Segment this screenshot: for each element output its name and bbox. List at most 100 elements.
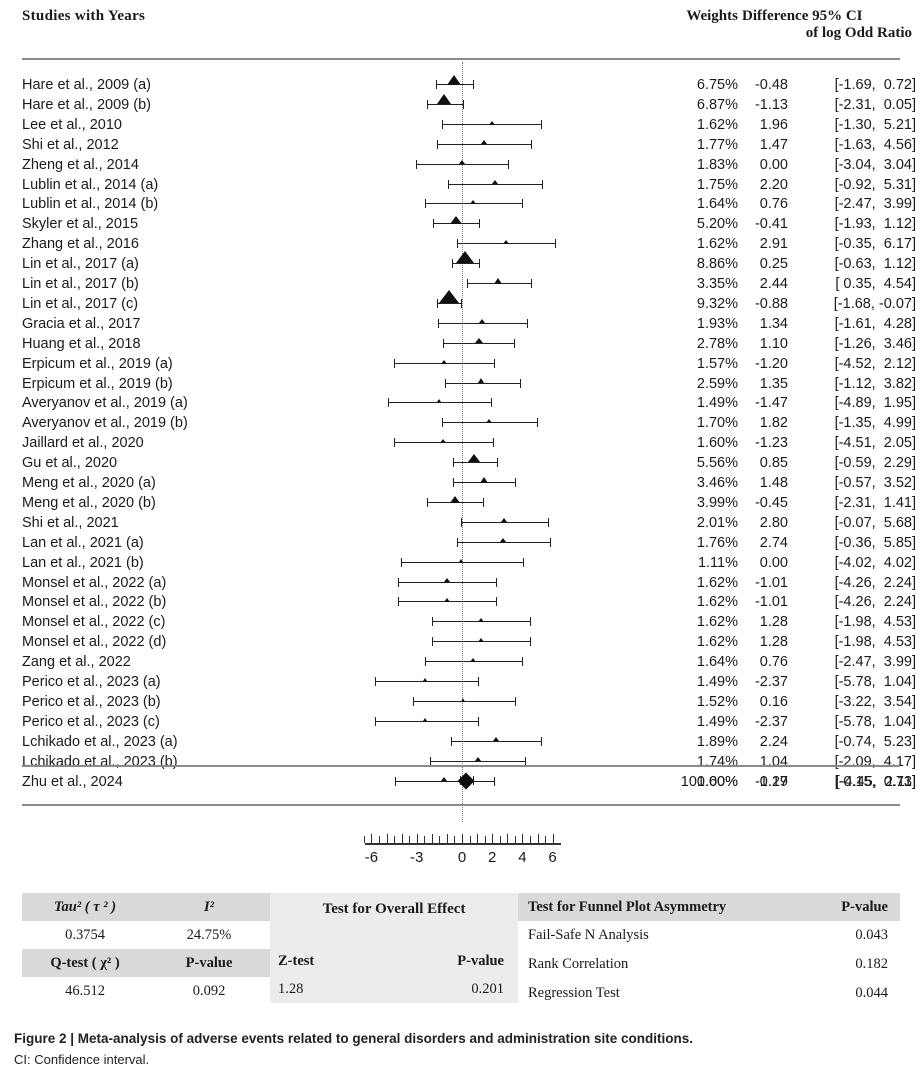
row-ci: [-0.07, 5.68]: [834, 514, 916, 531]
effect-marker: [423, 717, 428, 721]
effect-marker: [479, 476, 488, 483]
effect-marker: [436, 399, 441, 403]
table-row: Z-test P-value: [270, 947, 518, 975]
row-weight: 1.89%: [696, 733, 738, 750]
row-weight: 2.78%: [696, 335, 738, 352]
study-label: Lin et al., 2017 (c): [22, 295, 139, 312]
row-ci: [-1.30, 5.21]: [834, 116, 916, 133]
effect-marker: [461, 697, 466, 702]
row-ci: [-1.26, 3.46]: [834, 335, 916, 352]
effect-marker: [492, 180, 499, 185]
ci-lower-cap: [427, 497, 429, 507]
row-weight: 5.20%: [696, 216, 738, 233]
row-ci: [-0.36, 5.85]: [834, 534, 916, 551]
ci-upper-cap: [462, 99, 464, 109]
study-label: Lan et al., 2021 (b): [22, 554, 144, 571]
row-ci: [-2.31, 1.41]: [834, 494, 916, 511]
row-effect: 2.80: [759, 514, 788, 531]
ci-upper-cap: [478, 219, 480, 229]
forest-row: Zang et al., 2022 1.64% 0.76 [-2.47, 3.99]: [0, 652, 921, 672]
forest-row: Lan et al., 2021 (b) 1.11% 0.00 [-4.02, 4.0…: [0, 553, 921, 573]
q-test-header: Q-test ( χ² ): [22, 949, 149, 977]
row-ci: [ 0.35, 4.54]: [835, 276, 916, 292]
row-weight: 1.11%: [697, 554, 738, 571]
row-ci: [-1.35, 4.99]: [834, 415, 916, 432]
row-weight: 2.01%: [696, 514, 738, 531]
study-label: Huang et al., 2018: [22, 335, 141, 352]
ci-lower-cap: [456, 537, 458, 547]
study-label: Meng et al., 2020 (a): [22, 475, 156, 491]
ci-upper-cap: [550, 537, 552, 547]
row-ci: [-4.89, 1.95]: [834, 395, 916, 412]
forest-row: Lublin et al., 2014 (b) 1.64% 0.76 [-2.47, …: [0, 194, 921, 214]
study-label: Monsel et al., 2022 (c): [22, 614, 166, 631]
ci-upper-cap: [496, 458, 498, 468]
axis-tick: [416, 834, 418, 843]
axis-minor-tick: [499, 836, 501, 843]
forest-row: Perico et al., 2023 (c) 1.49% -2.37 [-5.78,…: [0, 712, 921, 732]
ci-upper-cap: [542, 179, 544, 189]
ci-upper-cap: [547, 517, 549, 527]
confidence-interval-line: [436, 302, 461, 304]
forest-row: Monsel et al., 2022 (a) 1.62% -1.01 [-4.26,…: [0, 573, 921, 593]
row-ci: [-3.22, 3.54]: [834, 693, 916, 710]
study-label: Zhang et al., 2016: [22, 236, 139, 253]
forest-row: Erpicum et al., 2019 (a) 1.57% -1.20 [-4.52…: [0, 354, 921, 374]
statistics-tables: Tau² ( τ ² ) I² 0.3754 24.75% Q-test ( χ…: [0, 893, 921, 1008]
ci-upper-cap: [495, 597, 497, 607]
row-effect: 1.82: [759, 415, 788, 432]
row-effect: 2.24: [759, 733, 788, 750]
ci-upper-cap: [460, 298, 462, 308]
forest-row: Monsel et al., 2022 (c) 1.62% 1.28 [-1.98, …: [0, 612, 921, 632]
row-ci: [-4.51, 2.05]: [834, 435, 916, 452]
row-weight: 1.62%: [696, 574, 738, 591]
ci-lower-cap: [424, 657, 426, 667]
row-ci: [-2.31, 0.05]: [834, 96, 916, 113]
ci-lower-cap: [442, 119, 444, 129]
row-weight: 1.62%: [696, 116, 738, 133]
ci-lower-cap: [432, 617, 434, 627]
row-weight: 3.99%: [696, 494, 738, 511]
effect-marker: [423, 678, 428, 682]
row-effect: 2.91: [759, 236, 788, 253]
forest-row: Perico et al., 2023 (b) 1.52% 0.16 [-3.22, …: [0, 692, 921, 712]
forest-row: Lin et al., 2017 (c) 9.32% -0.88 [-1.68, -0…: [0, 290, 921, 314]
table-row: Fail-Safe N Analysis 0.043: [518, 921, 900, 950]
study-label: Erpicum et al., 2019 (a): [22, 355, 173, 372]
forest-row: Meng et al., 2020 (a) 3.46% 1.48 [-0.57, 3.…: [0, 473, 921, 493]
axis-minor-tick: [469, 836, 471, 843]
ci-upper-cap: [530, 617, 532, 627]
axis-minor-tick: [424, 836, 426, 843]
row-ci: [-2.47, 3.99]: [834, 654, 916, 671]
axis-tick-label: 2: [488, 849, 497, 866]
row-weight: 6.87%: [696, 96, 738, 113]
axis-minor-tick: [529, 836, 531, 843]
axis-tick-label: 0: [457, 849, 467, 866]
summary-divider-top: [22, 765, 900, 767]
column-header-studies: Studies with Years: [22, 8, 146, 24]
x-axis-line: [365, 843, 561, 845]
row-weight: 1.74%: [696, 753, 738, 770]
ci-lower-cap: [436, 80, 438, 89]
row-effect: 2.20: [759, 176, 788, 193]
row-effect: -1.20: [754, 355, 788, 372]
row-ci: [-1.63, 4.56]: [834, 136, 916, 153]
row-effect: -1.01: [754, 594, 788, 611]
row-effect: -0.45: [754, 494, 788, 511]
confidence-interval-line: [432, 223, 479, 225]
ci-lower-cap: [437, 139, 439, 149]
row-effect: 0.85: [759, 455, 788, 472]
row-ci: [-0.57, 3.52]: [834, 475, 916, 491]
axis-minor-tick: [454, 836, 456, 843]
row-ci: [-0.35, 6.17]: [834, 236, 916, 253]
row-weight: 3.35%: [696, 276, 738, 292]
row-effect: -0.41: [754, 216, 788, 233]
row-effect: 0.00: [759, 156, 788, 173]
row-effect: -1.17: [754, 773, 788, 790]
ci-upper-cap: [477, 716, 479, 726]
row-ci: [-1.98, 4.53]: [834, 634, 916, 651]
confidence-interval-line: [452, 263, 479, 265]
study-label: Lee et al., 2010: [22, 116, 122, 133]
row-effect: 0.76: [759, 654, 788, 671]
row-ci: [-4.26, 2.24]: [834, 574, 916, 591]
